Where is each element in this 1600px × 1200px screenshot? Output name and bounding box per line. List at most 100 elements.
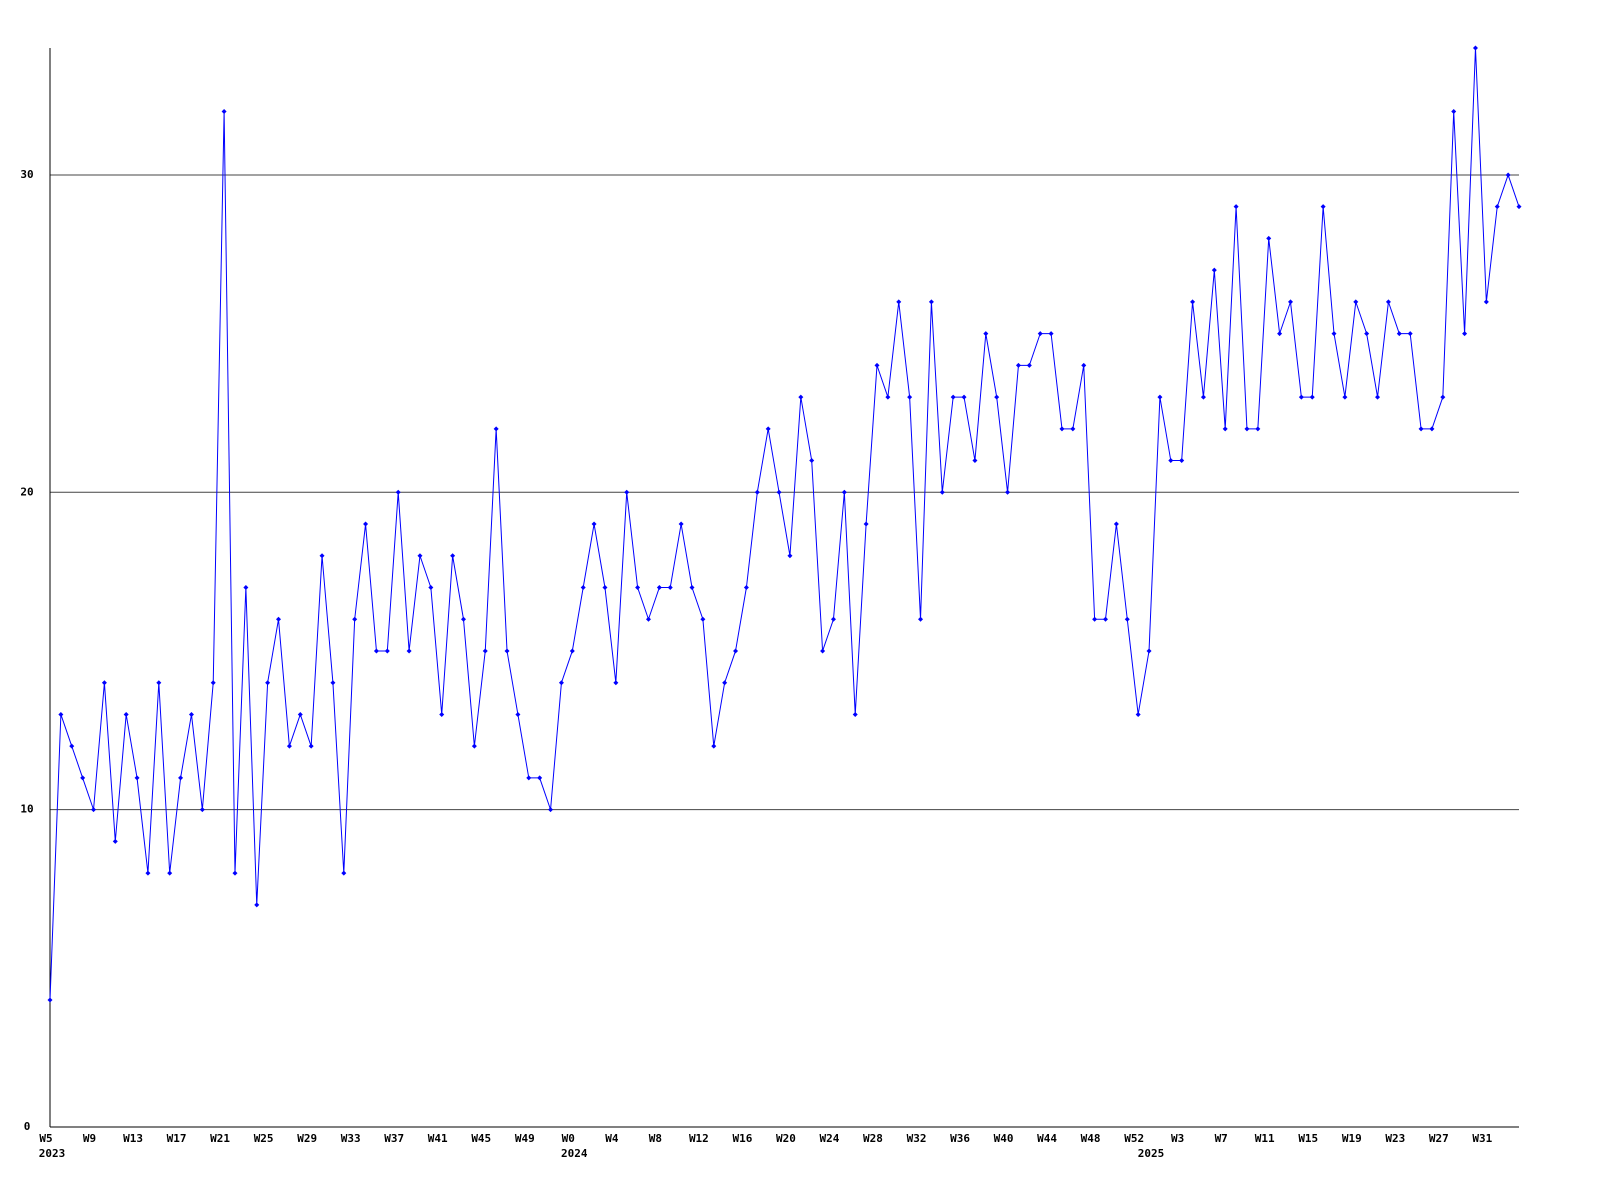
point-marker [1516,204,1522,210]
point-marker [134,775,140,781]
point-marker [1375,394,1381,400]
point-marker [1135,711,1141,717]
point-marker [112,838,118,844]
point-marker [276,616,282,622]
point-marker [1396,331,1402,337]
point-marker [1462,331,1468,337]
point-marker [460,616,466,622]
point-marker [1059,426,1065,432]
point-marker [602,585,608,590]
point-marker [482,648,488,654]
x-tick-label: W11 [1255,1132,1275,1145]
point-marker [308,743,314,749]
point-marker [1418,426,1424,432]
point-marker [297,711,303,717]
point-marker [1440,394,1446,400]
point-marker [167,870,173,876]
point-marker [743,585,749,590]
point-marker [1505,172,1511,178]
point-marker [798,394,804,400]
point-marker [635,585,641,590]
point-marker [874,362,880,368]
x-tick-label: W29 [297,1132,317,1145]
point-marker [689,585,695,590]
point-marker [1255,426,1261,432]
x-tick-label: W4 [605,1132,619,1145]
x-tick-label: W19 [1342,1132,1362,1145]
point-marker [1037,331,1043,337]
point-marker [569,648,575,654]
point-marker [863,521,869,527]
point-marker [1451,108,1457,114]
series-line [49,47,1520,1001]
point-marker [1353,299,1359,305]
point-marker [548,807,554,813]
x-tick-label: W45 [471,1132,491,1145]
point-marker [678,521,684,527]
y-tick-label: 20 [20,485,33,498]
x-tick-label: W27 [1429,1132,1449,1145]
point-marker [852,711,858,717]
point-marker [1146,648,1152,654]
point-marker [1113,521,1119,527]
x-tick-label: W23 [1385,1132,1405,1145]
point-marker [471,743,477,749]
point-marker [210,680,216,686]
point-marker [1233,204,1239,210]
x-tick-label: W44 [1037,1132,1057,1145]
x-tick-label: W49 [515,1132,535,1145]
point-marker [700,616,706,622]
point-marker [221,108,227,114]
x-tick-label: W12 [689,1132,709,1145]
point-marker [352,616,358,622]
point-marker [754,489,760,495]
point-marker [330,680,336,686]
point-marker [232,870,238,876]
point-marker [286,743,292,749]
point-marker [58,711,64,717]
point-marker [667,585,673,590]
point-marker [373,648,379,654]
point-marker [1200,394,1206,400]
point-marker [1015,362,1021,368]
point-marker [656,585,662,590]
point-marker [1168,458,1174,464]
point-marker [319,553,325,559]
x-tick-label: W3 [1171,1132,1184,1145]
point-marker [624,489,630,495]
x-tick-label: W20 [776,1132,796,1145]
x-tick-label: W0 [562,1132,575,1145]
point-marker [841,489,847,495]
point-marker [1429,426,1435,432]
x-tick-label: W15 [1298,1132,1318,1145]
point-marker [1190,299,1196,305]
x-tick-label: W9 [83,1132,96,1145]
x-tick-label: W33 [341,1132,361,1145]
x-tick-label: W7 [1215,1132,1228,1145]
point-marker [1081,362,1087,368]
point-marker [450,553,456,559]
point-marker [504,648,510,654]
x-tick-label: W40 [994,1132,1014,1145]
point-marker [1222,426,1228,432]
point-marker [363,521,369,527]
point-marker [384,648,390,654]
y-tick-label: 10 [20,803,33,816]
point-marker [417,553,423,559]
point-marker [178,775,184,781]
point-marker [1342,394,1348,400]
x-tick-label: W25 [254,1132,274,1145]
point-marker [776,489,782,495]
point-marker [265,680,271,686]
x-tick-label: W28 [863,1132,883,1145]
point-marker [1287,299,1293,305]
point-marker [961,394,967,400]
point-marker [80,775,86,781]
point-marker [1364,331,1370,337]
y-tick-label: 30 [20,168,33,181]
point-marker [69,743,75,749]
point-marker [1407,331,1413,337]
point-marker [994,394,1000,400]
